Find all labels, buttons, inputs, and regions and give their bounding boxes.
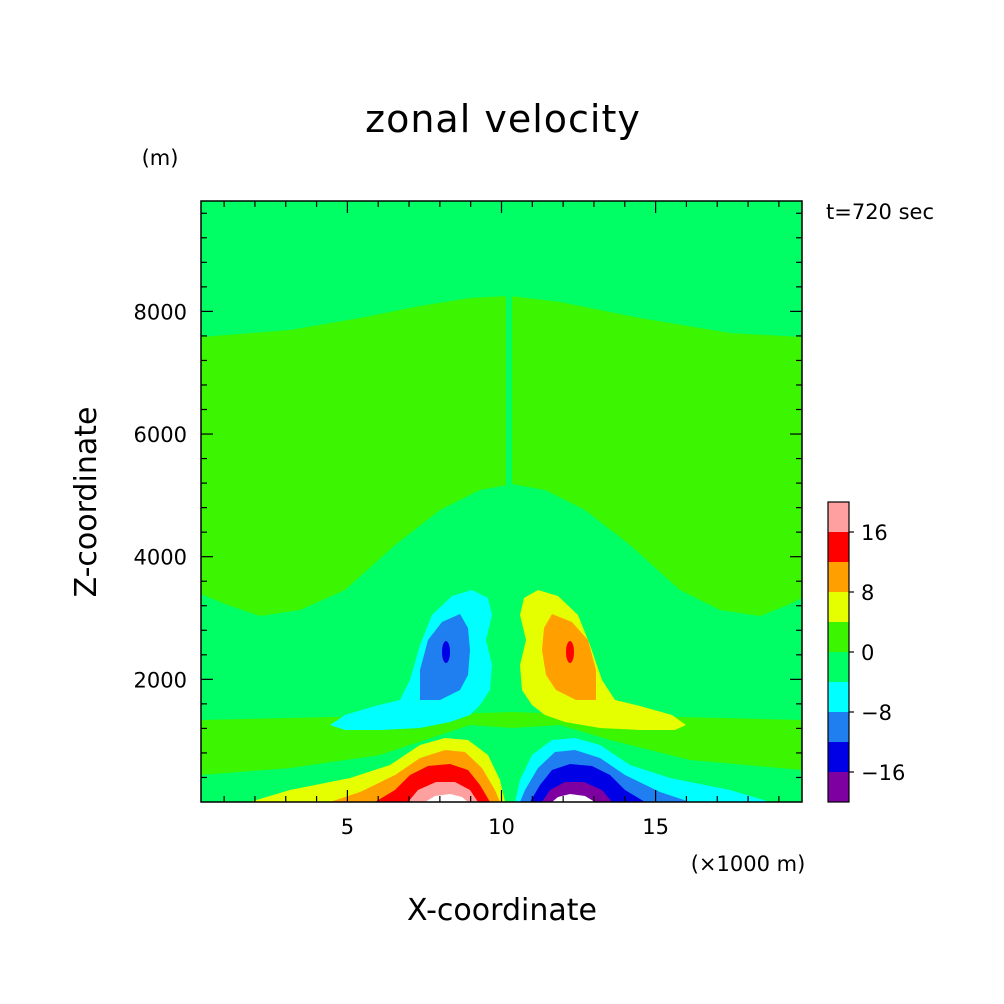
contour-region-upper-band — [201, 201, 802, 337]
y-axis-label: Z-coordinate — [69, 407, 104, 598]
colorbar-tick-label: 0 — [861, 641, 874, 665]
x-axis-label: X-coordinate — [407, 893, 597, 928]
contour-region-left-core — [442, 641, 450, 663]
colorbar-swatch — [828, 532, 849, 562]
colorbar-swatch — [828, 502, 849, 532]
colorbar-tick-label: −16 — [861, 761, 905, 785]
colorbar-swatch — [828, 712, 849, 742]
y-unit-label: (m) — [142, 146, 179, 170]
colorbar-swatch — [828, 652, 849, 682]
colorbar-tick-label: 8 — [861, 581, 874, 605]
y-tick-label: 6000 — [134, 423, 187, 447]
contour-region-central-seam — [506, 201, 512, 486]
contour-region-left-jet-core — [425, 794, 468, 802]
chart-title: zonal velocity — [365, 97, 641, 141]
colorbar-swatch — [828, 772, 849, 802]
colorbar-tick-label: 16 — [861, 521, 888, 545]
colorbar-swatch — [828, 622, 849, 652]
contour-region-central-bump — [201, 484, 802, 720]
y-ticks: 2000 4000 6000 8000 — [134, 212, 802, 779]
colorbar-swatch — [828, 562, 849, 592]
x-tick-label: 10 — [488, 815, 515, 839]
y-tick-label: 2000 — [134, 668, 187, 692]
colorbar-swatch — [828, 742, 849, 772]
x-tick-label: 5 — [341, 815, 354, 839]
colorbar-tick-label: −8 — [861, 701, 892, 725]
x-tick-label: 15 — [642, 815, 669, 839]
x-ticks: 5 10 15 — [223, 201, 780, 839]
colorbar-swatch — [828, 592, 849, 622]
y-tick-label: 4000 — [134, 546, 187, 570]
colorbar: −16 −8 0 8 16 — [827, 501, 905, 803]
y-tick-label: 8000 — [134, 300, 187, 324]
time-label: t=720 sec — [826, 200, 934, 224]
x-unit-label: (×1000 m) — [691, 852, 806, 876]
colorbar-swatch — [828, 682, 849, 712]
contour-region-right-core — [566, 641, 574, 663]
contour-fill — [201, 201, 802, 802]
